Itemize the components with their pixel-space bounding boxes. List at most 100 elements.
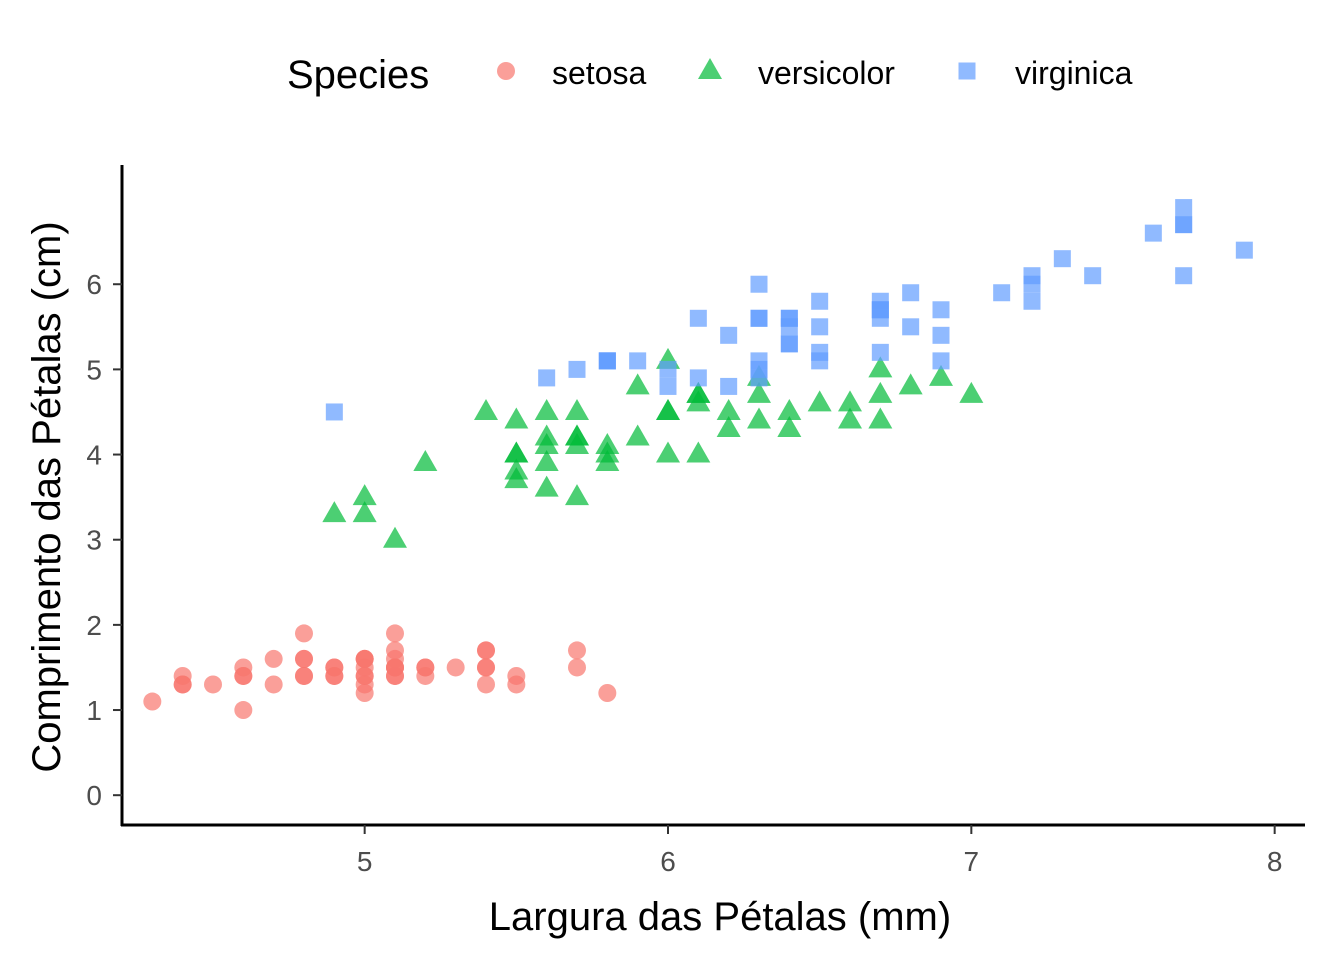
setosa-point [264,675,283,694]
versicolor-point [625,373,650,395]
y-tick-label: 4 [86,440,102,471]
setosa-point [568,658,586,677]
virginica-point [325,403,343,421]
setosa-point [264,649,283,668]
virginica-point [932,301,950,319]
x-tick-label: 5 [357,846,373,877]
versicolor-point [534,450,559,472]
virginica-point [750,275,768,293]
versicolor-point [807,390,832,412]
versicolor-point [868,356,893,378]
setosa-point [173,675,192,694]
versicolor-point [868,381,893,403]
virginica-point [811,318,829,336]
versicolor-point [747,381,771,403]
versicolor-point [686,441,711,463]
versicolor-point [595,441,620,463]
versicolor-point [716,415,741,437]
x-axis-title: Largura das Pétalas (mm) [489,895,951,939]
versicolor-point [656,398,680,420]
setosa-point [325,666,344,685]
versicolor-point [656,441,680,463]
virginica-point [750,360,768,378]
setosa-point [295,666,313,685]
virginica-point [750,309,768,327]
virginica-point [1175,199,1193,217]
legend: Species setosa versicolor virginica [287,53,1133,97]
x-tick-label: 6 [660,846,676,877]
virginica-point [659,377,677,395]
axes: 5 6 7 8 0 1 2 3 4 5 6 [86,165,1305,877]
virginica-point [932,352,950,370]
legend-item-setosa: setosa [497,55,646,91]
versicolor-point [352,501,377,523]
virginica-point [538,369,556,387]
setosa-point [386,649,404,668]
virginica-point [598,352,616,370]
virginica-point [720,377,738,395]
virginica-point [1235,241,1253,259]
versicolor-point [322,501,347,523]
virginica-point [902,318,920,336]
setosa-point [234,666,253,685]
series-virginica [325,199,1253,421]
versicolor-point [534,475,559,497]
setosa-point [355,666,374,685]
virginica-point [1144,224,1162,242]
virginica-point [629,352,647,370]
legend-key-circle [497,62,515,80]
setosa-point [234,701,253,720]
legend-item-versicolor: versicolor [698,55,895,91]
versicolor-point [352,484,377,506]
setosa-point [355,649,374,668]
versicolor-point [534,424,559,446]
setosa-point [477,641,495,660]
virginica-point [932,326,950,344]
setosa-point [416,658,435,677]
versicolor-point [565,433,589,455]
versicolor-point [868,407,893,429]
y-axis-title: Comprimento das Pétalas (cm) [25,221,69,772]
setosa-point [568,641,586,660]
virginica-point [811,343,829,361]
versicolor-point [504,467,529,489]
setosa-point [295,649,313,668]
setosa-point [386,624,404,643]
series-setosa [143,624,617,720]
y-tick-label: 5 [86,354,102,385]
virginica-point [1023,275,1041,293]
setosa-point [446,658,465,677]
virginica-point [720,326,738,344]
versicolor-point [777,415,802,437]
y-tick-label: 0 [86,780,102,811]
y-tick-label: 1 [86,695,102,726]
setosa-point [143,692,162,711]
versicolor-point [716,398,741,420]
versicolor-point [565,398,589,420]
legend-label: versicolor [758,55,895,91]
versicolor-point [504,407,529,429]
legend-title: Species [287,53,429,97]
versicolor-point [686,390,711,412]
series-versicolor [322,347,984,548]
virginica-point [568,360,586,378]
virginica-point [811,292,829,310]
versicolor-point [534,398,559,420]
legend-key-triangle [698,57,722,79]
legend-label: setosa [552,55,646,91]
virginica-point [780,335,798,353]
virginica-point [1175,216,1193,234]
virginica-point [689,369,707,387]
versicolor-point [959,381,984,403]
y-tick-label: 6 [86,269,102,300]
x-tick-label: 8 [1267,846,1283,877]
setosa-point [477,658,495,677]
virginica-point [689,309,707,327]
legend-label: virginica [1015,55,1133,91]
versicolor-point [565,484,589,506]
legend-key-square [958,62,976,80]
x-tick-label: 7 [964,846,980,877]
setosa-point [204,675,222,694]
legend-item-virginica: virginica [958,55,1133,91]
